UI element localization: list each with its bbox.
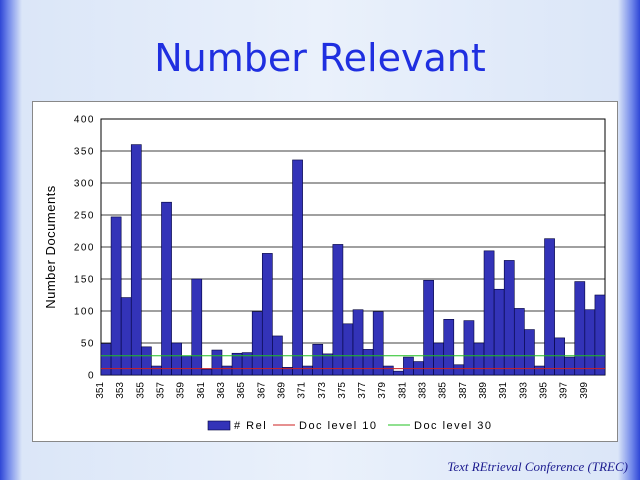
y-tick-label: 200 xyxy=(74,243,95,254)
bar xyxy=(100,343,112,376)
bar xyxy=(443,319,455,376)
bar xyxy=(342,323,354,376)
x-tick-label: 397 xyxy=(559,382,570,399)
x-tick-label: 359 xyxy=(176,382,187,399)
x-tick-label: 385 xyxy=(438,382,449,399)
axes: 0 50 100 150 200 250 300 350 400 351 353 355 357 359 3… xyxy=(74,115,590,399)
legend-label: Doc level 10 xyxy=(299,420,378,432)
bar xyxy=(332,244,344,376)
bar xyxy=(393,370,404,376)
bar xyxy=(292,159,303,376)
bar xyxy=(181,355,193,376)
x-tick-label: 361 xyxy=(196,382,207,399)
bar xyxy=(261,253,273,376)
x-tick-label: 381 xyxy=(397,382,408,399)
x-tick-label: 395 xyxy=(539,382,550,399)
bar xyxy=(211,349,223,376)
bar xyxy=(534,365,545,376)
y-tick-label: 400 xyxy=(74,115,95,126)
bar xyxy=(433,342,445,376)
x-tick-label: 357 xyxy=(155,382,166,399)
bar xyxy=(120,297,132,376)
bar xyxy=(362,349,374,376)
bar-chart: 0 50 100 150 200 250 300 350 400 351 353 355 357 359 3… xyxy=(43,115,606,432)
y-tick-label: 150 xyxy=(74,275,95,286)
y-tick-label: 300 xyxy=(74,179,95,190)
bar xyxy=(493,288,505,376)
bar xyxy=(554,337,565,376)
bar xyxy=(524,329,535,376)
x-tick-label: 373 xyxy=(317,382,328,399)
bar xyxy=(594,294,606,376)
bar xyxy=(201,368,213,376)
bar xyxy=(403,356,414,376)
x-tick-label: 399 xyxy=(579,382,590,399)
x-tick-label: 393 xyxy=(518,382,529,399)
y-tick-label: 350 xyxy=(74,147,95,158)
bar xyxy=(171,342,182,376)
x-tick-label: 383 xyxy=(418,382,429,399)
bar xyxy=(312,343,324,376)
x-tick-label: 369 xyxy=(276,382,287,399)
legend-label: # Rel xyxy=(234,420,267,432)
y-tick-label: 250 xyxy=(74,211,95,222)
x-tick-label: 367 xyxy=(256,382,267,399)
bars xyxy=(100,144,606,376)
bar xyxy=(584,309,596,376)
bar xyxy=(423,279,434,376)
x-tick-label: 375 xyxy=(337,382,348,399)
bar xyxy=(483,250,495,376)
legend-label: Doc level 30 xyxy=(414,420,493,432)
legend-swatch xyxy=(207,420,231,431)
bar xyxy=(463,320,475,376)
y-tick-label: 0 xyxy=(88,371,95,382)
bar xyxy=(453,364,465,376)
x-tick-label: 377 xyxy=(357,382,368,399)
chart-frame: 0 50 100 150 200 250 300 350 400 351 353 355 357 359 3… xyxy=(32,101,618,442)
x-tick-label: 355 xyxy=(135,382,146,399)
bar xyxy=(564,356,576,376)
bar xyxy=(130,144,142,376)
bar xyxy=(221,365,233,376)
bar xyxy=(161,201,172,376)
x-tick-label: 365 xyxy=(236,382,247,399)
bar xyxy=(322,353,334,376)
x-tick-label: 353 xyxy=(115,382,126,399)
bar xyxy=(513,308,525,376)
bar xyxy=(382,365,394,376)
bar xyxy=(141,346,152,376)
bar xyxy=(251,311,263,376)
y-tick-label: 100 xyxy=(74,307,95,318)
x-tick-label: 387 xyxy=(458,382,469,399)
legend: # Rel Doc level 10 Doc level 30 xyxy=(207,420,493,432)
x-tick-label: 351 xyxy=(95,382,106,399)
x-tick-label: 389 xyxy=(478,382,489,399)
x-tick-label: 379 xyxy=(377,382,388,399)
reference-lines xyxy=(101,355,605,370)
bar xyxy=(191,278,203,376)
bar xyxy=(231,352,243,376)
bar xyxy=(110,216,122,376)
y-axis-label: Number Documents xyxy=(43,185,58,309)
bar xyxy=(372,311,384,376)
bar xyxy=(302,365,313,376)
bar xyxy=(352,309,364,376)
slide-title: Number Relevant xyxy=(154,36,486,80)
footer-credit: Text REtrieval Conference (TREC) xyxy=(447,459,628,474)
bar xyxy=(151,365,162,376)
bar xyxy=(473,342,485,376)
x-tick-label: 363 xyxy=(216,382,227,399)
x-tick-label: 391 xyxy=(498,382,509,399)
bar xyxy=(574,281,586,376)
y-tick-label: 50 xyxy=(81,339,95,350)
bar xyxy=(503,260,515,376)
bar xyxy=(544,238,555,376)
x-tick-label: 371 xyxy=(297,382,308,399)
